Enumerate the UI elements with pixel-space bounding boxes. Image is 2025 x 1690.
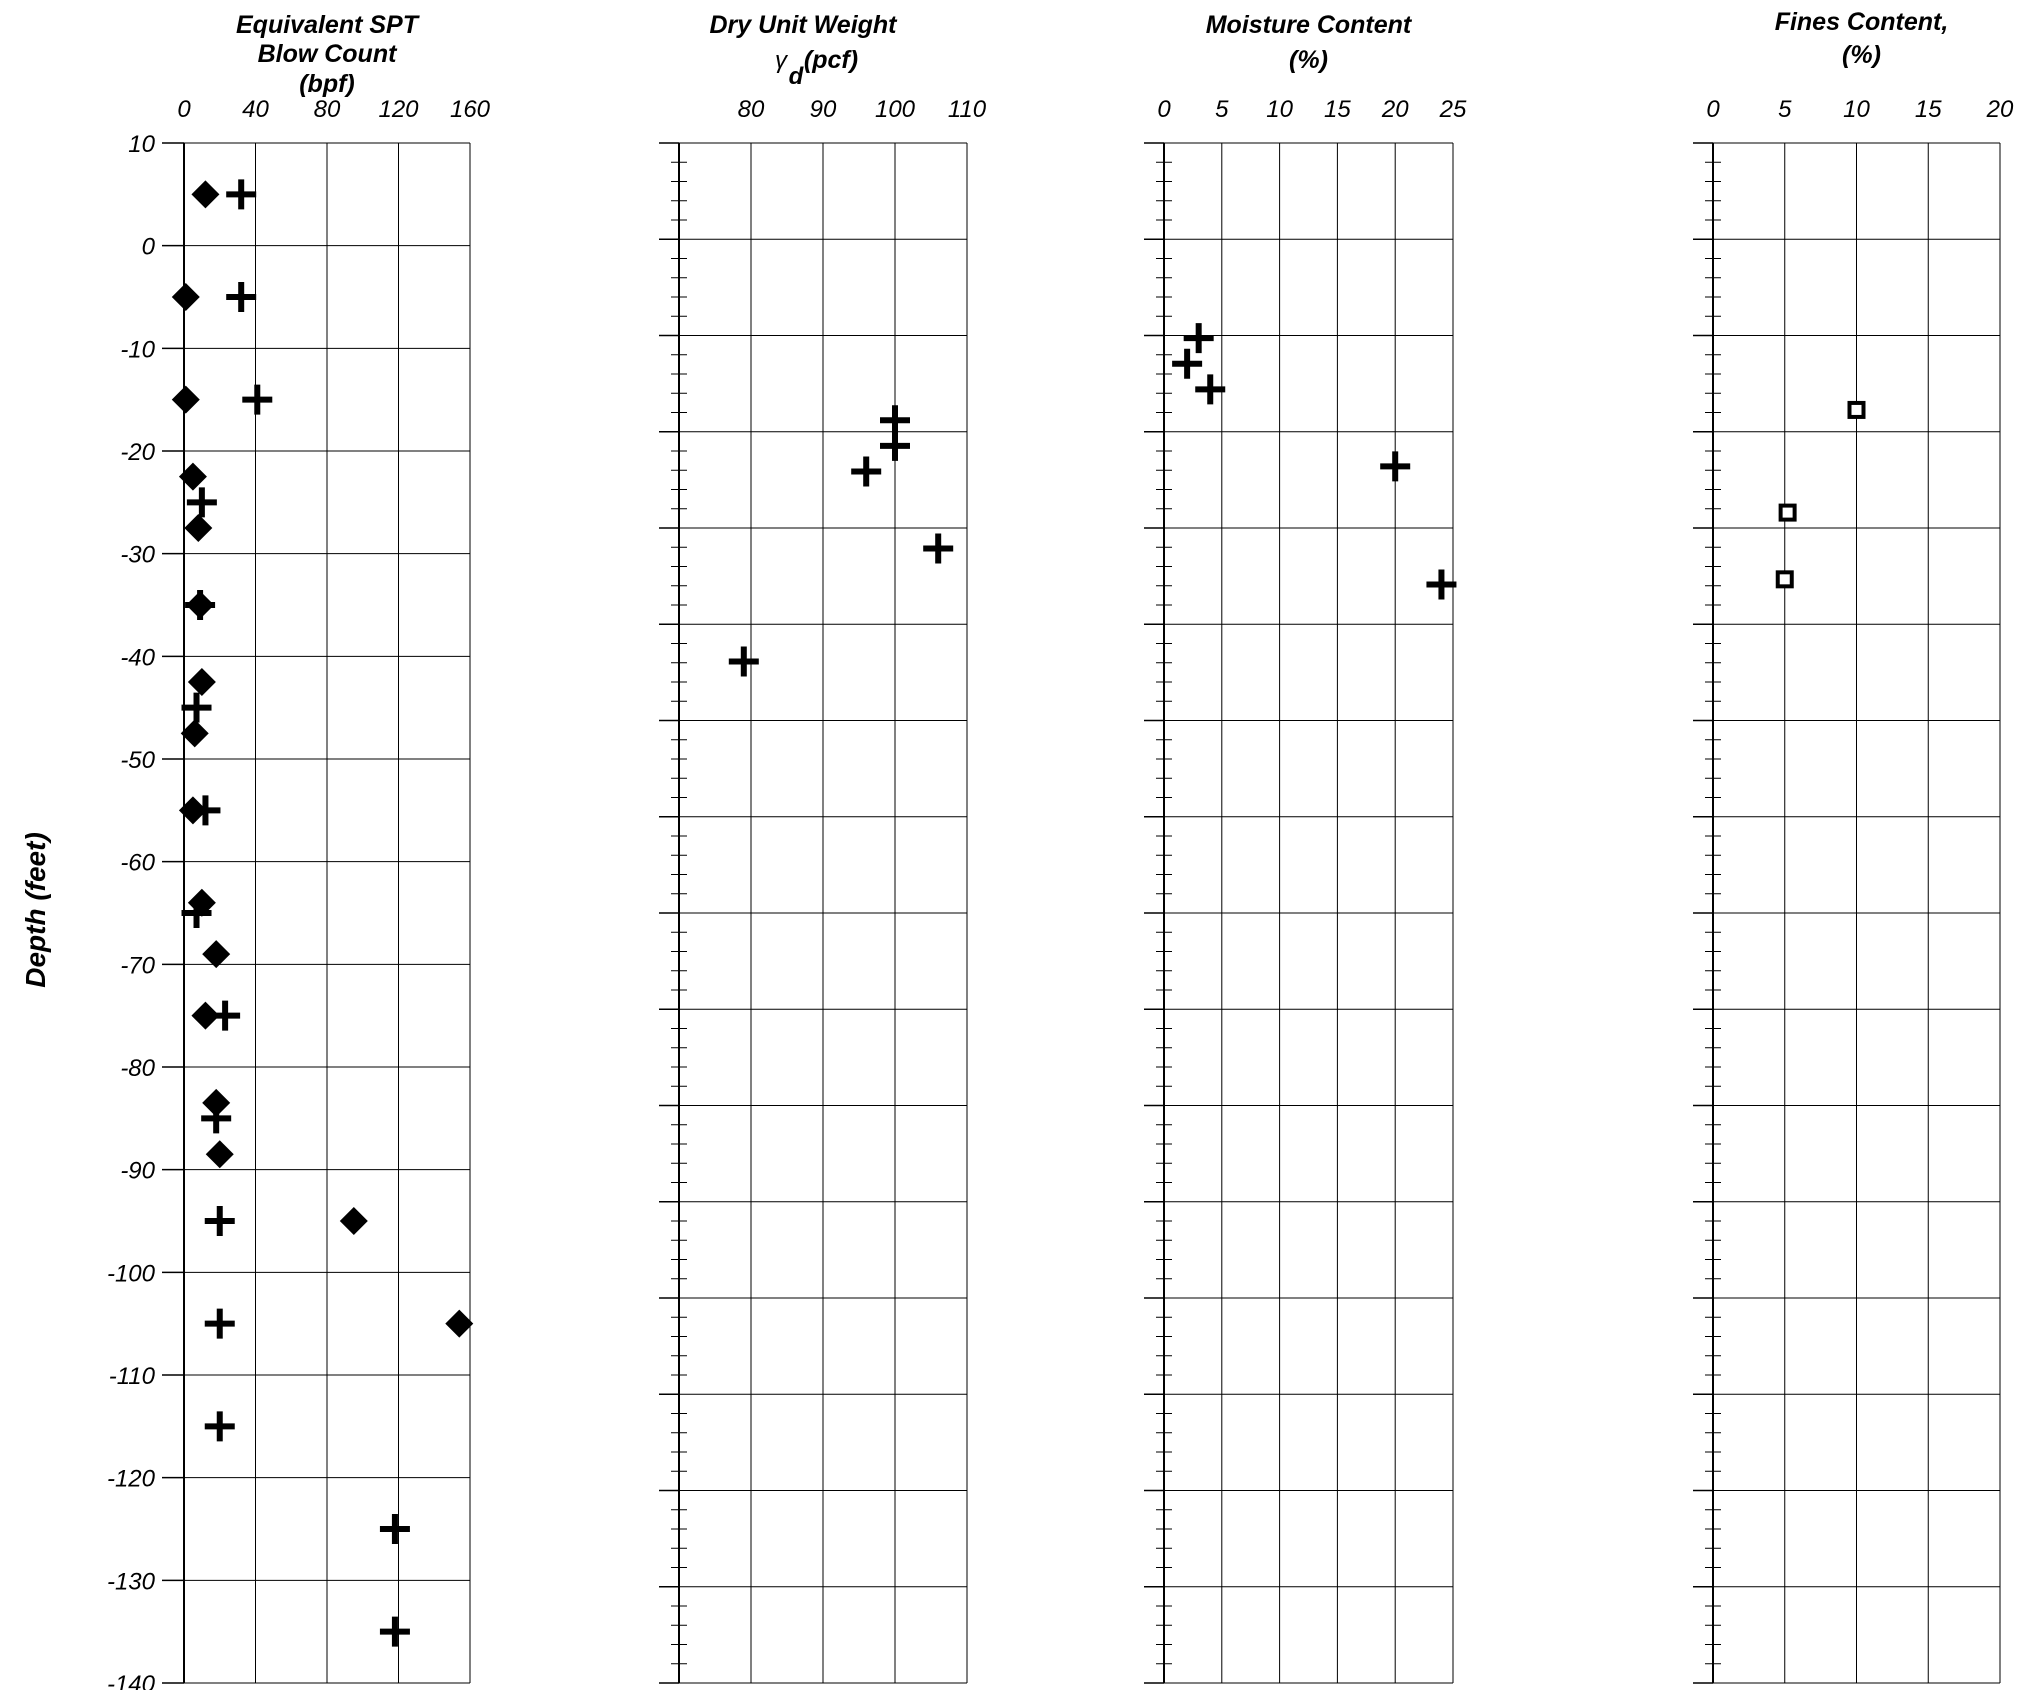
point-plus bbox=[1172, 348, 1203, 379]
x-tick-label: 5 bbox=[1778, 96, 1792, 123]
point-plus bbox=[851, 456, 882, 487]
panel-title-line: Blow Count bbox=[258, 40, 399, 68]
depth-tick-label: -60 bbox=[120, 850, 155, 877]
panel-title-line: Fines Content, bbox=[1775, 8, 1949, 36]
x-tick-label: 160 bbox=[450, 96, 491, 123]
point-plus bbox=[1426, 569, 1457, 600]
x-tick-label: 15 bbox=[1915, 96, 1942, 123]
depth-tick-label: -30 bbox=[120, 542, 155, 569]
y-axis-label: Depth (feet) bbox=[20, 832, 51, 988]
depth-tick-label: -110 bbox=[109, 1363, 156, 1390]
depth-tick-label: 0 bbox=[142, 234, 156, 261]
point-diamond bbox=[202, 940, 231, 969]
point-diamond bbox=[187, 668, 216, 696]
point-plus bbox=[923, 533, 954, 564]
point-diamond bbox=[205, 1140, 234, 1169]
depth-axis: 10 0 -10 -20 -30 -40 -50 -60 -70 -80 -90 -100 -110 -1… bbox=[20, 131, 184, 1690]
point-square bbox=[1847, 400, 1866, 419]
point-plus bbox=[190, 795, 221, 826]
point-plus bbox=[186, 487, 217, 518]
point-diamond bbox=[178, 462, 207, 491]
point-plus bbox=[204, 1411, 235, 1442]
panel-title-symbol: γ bbox=[775, 47, 789, 74]
point-plus bbox=[210, 1000, 241, 1031]
depth-tick-label: 10 bbox=[128, 131, 155, 158]
depth-tick-label: -10 bbox=[120, 336, 155, 363]
x-tick-label: 110 bbox=[948, 96, 987, 123]
point-diamond bbox=[171, 385, 200, 414]
point-plus bbox=[181, 692, 212, 723]
x-tick-label: 40 bbox=[242, 96, 269, 123]
point-diamond bbox=[445, 1309, 474, 1338]
depth-tick-label: -50 bbox=[120, 747, 155, 774]
x-tick-label: 80 bbox=[314, 96, 341, 123]
depth-tick-label: -70 bbox=[120, 952, 155, 979]
panel-title-unit: (pcf) bbox=[804, 46, 858, 74]
depth-tick-label: -120 bbox=[107, 1466, 156, 1493]
x-tick-label: 15 bbox=[1324, 96, 1351, 123]
x-tick-label: 10 bbox=[1843, 96, 1870, 123]
x-tick-label: 0 bbox=[177, 96, 191, 123]
x-tick-label: 80 bbox=[738, 96, 765, 123]
point-plus bbox=[226, 282, 257, 312]
point-plus bbox=[379, 1616, 410, 1647]
point-plus bbox=[242, 384, 273, 415]
x-tick-label: 20 bbox=[1381, 96, 1409, 123]
x-tick-label: 90 bbox=[810, 96, 837, 123]
panel-2: 80 90 100 110 Dry Unit Weight γd(pcf) bbox=[659, 11, 987, 1684]
panel-title-line: Moisture Content bbox=[1206, 11, 1413, 39]
point-plus bbox=[1380, 451, 1411, 482]
point-plus bbox=[204, 1308, 235, 1339]
x-tick-label: 10 bbox=[1266, 96, 1293, 123]
point-plus bbox=[204, 1206, 235, 1236]
panel-title-line: (%) bbox=[1842, 41, 1881, 69]
point-plus bbox=[181, 898, 212, 928]
panel-title-line: (%) bbox=[1289, 46, 1328, 74]
x-tick-label: 0 bbox=[1157, 96, 1171, 123]
x-tick-label: 100 bbox=[875, 96, 916, 123]
depth-tick-label: -90 bbox=[120, 1158, 155, 1185]
point-plus bbox=[728, 646, 759, 677]
point-diamond bbox=[202, 1088, 231, 1117]
depth-tick-label: -40 bbox=[120, 644, 155, 671]
panel-title-subscript: d bbox=[789, 63, 805, 90]
point-plus bbox=[1183, 323, 1214, 354]
depth-tick-label: -140 bbox=[107, 1671, 156, 1690]
panel-3: 0 5 10 15 20 25 Moisture Content (%) bbox=[1144, 11, 1467, 1684]
point-square bbox=[1775, 570, 1794, 589]
depth-tick-label: -100 bbox=[107, 1260, 156, 1287]
panel-title-line: Equivalent SPT bbox=[236, 11, 421, 39]
point-diamond bbox=[184, 514, 213, 542]
panel-4: 0 5 10 15 20 Fines Content, (%) bbox=[1693, 8, 2014, 1684]
depth-tick-label: -20 bbox=[120, 439, 155, 466]
point-plus bbox=[226, 179, 257, 210]
point-plus bbox=[880, 430, 910, 461]
x-tick-label: 25 bbox=[1439, 96, 1467, 123]
point-diamond bbox=[339, 1207, 368, 1235]
point-plus bbox=[1195, 374, 1226, 405]
panel-title: Dry Unit Weight bbox=[709, 11, 898, 39]
point-plus bbox=[880, 405, 910, 436]
depth-tick-label: -80 bbox=[120, 1055, 155, 1082]
point-diamond bbox=[171, 283, 200, 311]
point-plus bbox=[185, 590, 216, 620]
x-tick-label: 20 bbox=[1986, 96, 2014, 123]
point-diamond bbox=[191, 180, 220, 209]
point-square bbox=[1778, 503, 1797, 522]
point-diamond bbox=[191, 1001, 220, 1030]
panel-title-line: (bpf) bbox=[299, 70, 355, 98]
x-tick-label: 120 bbox=[378, 96, 419, 123]
x-tick-label: 0 bbox=[1706, 96, 1720, 123]
point-diamond bbox=[180, 719, 209, 748]
point-plus bbox=[201, 1103, 232, 1134]
point-plus bbox=[379, 1514, 410, 1544]
depth-tick-label: -130 bbox=[107, 1568, 156, 1595]
x-tick-label: 5 bbox=[1215, 96, 1229, 123]
